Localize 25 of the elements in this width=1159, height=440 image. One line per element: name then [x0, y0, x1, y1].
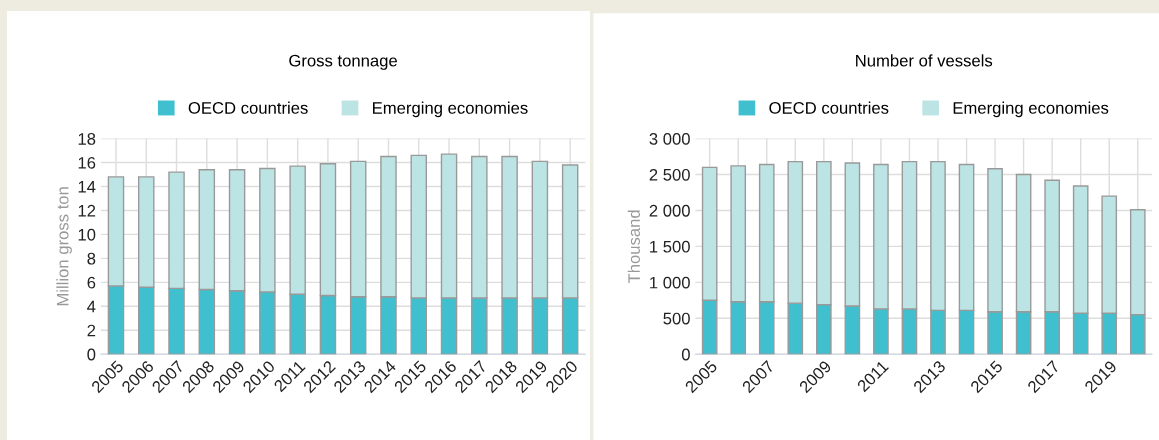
y-tick-label: 0 [681, 348, 690, 361]
legend-label: OECD countries [188, 101, 308, 114]
y-tick-label: 3 000 [649, 133, 690, 145]
y-tick-label: 6 [87, 276, 96, 289]
y-tick-label: 1 000 [650, 276, 690, 289]
y-tick-label: 16 [78, 156, 96, 169]
chart-title: Number of vessels [856, 54, 993, 67]
y-tick-label: 2 500 [649, 168, 690, 181]
y-tick-label: 500 [663, 312, 690, 325]
y-tick-label: 18 [78, 133, 96, 145]
chart-title: Gross tonnage [289, 54, 397, 70]
y-tick-label: 12 [78, 204, 96, 217]
legend-label: Emerging economies [373, 101, 528, 118]
y-axis-title: Thousand [627, 210, 640, 284]
y-tick-label: 1 500 [650, 240, 690, 253]
legend-label: Emerging economies [953, 101, 1109, 118]
y-tick-label: 4 [87, 300, 96, 313]
y-tick-label: 0 [87, 348, 96, 361]
y-axis-title: Million gross ton [56, 187, 72, 306]
legend-label: OECD countries [769, 101, 889, 114]
y-tick-label: 10 [78, 228, 96, 241]
y-tick-label: 8 [87, 252, 96, 265]
y-tick-label: 2 000 [649, 204, 690, 217]
y-tick-label: 2 [87, 324, 96, 337]
y-tick-label: 14 [78, 181, 96, 193]
